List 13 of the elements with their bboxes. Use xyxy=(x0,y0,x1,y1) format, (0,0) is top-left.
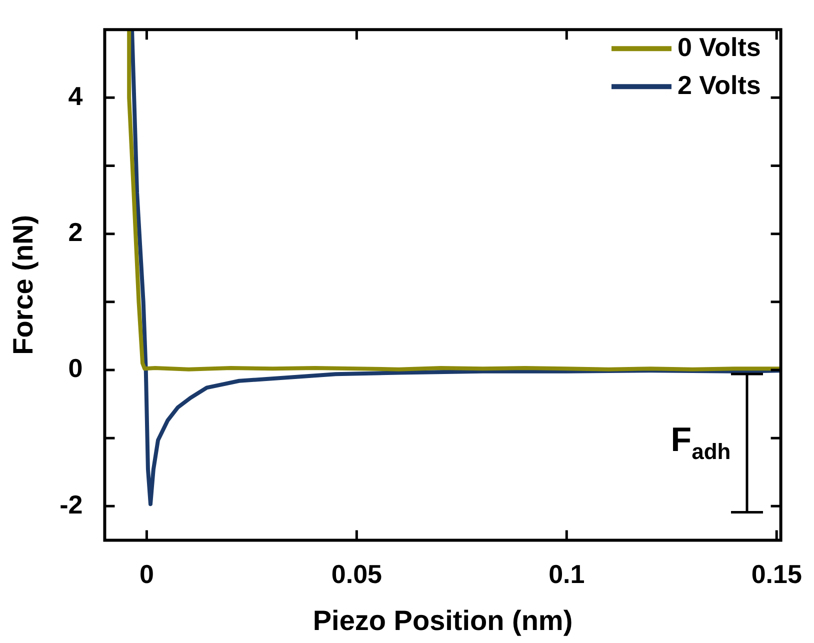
y-axis-title: Force (nN) xyxy=(8,214,39,355)
x-tick-label: 0 xyxy=(139,558,154,589)
annotation: F$_{adh}$ xyxy=(670,421,731,465)
x-tick-label: 0.05 xyxy=(331,558,382,589)
legend-label: 2 Volts xyxy=(677,70,761,100)
legend-label: 0 Volts xyxy=(677,32,761,62)
y-tick-label: 0 xyxy=(68,353,83,384)
y-tick-label: 4 xyxy=(68,80,84,111)
x-tick-label: 0.1 xyxy=(548,558,585,589)
x-tick-label: 0.15 xyxy=(751,558,802,589)
x-axis-title: Piezo Position (nm) xyxy=(312,604,573,636)
y-tick-label: -2 xyxy=(60,489,83,520)
y-tick-label: 2 xyxy=(68,217,83,248)
